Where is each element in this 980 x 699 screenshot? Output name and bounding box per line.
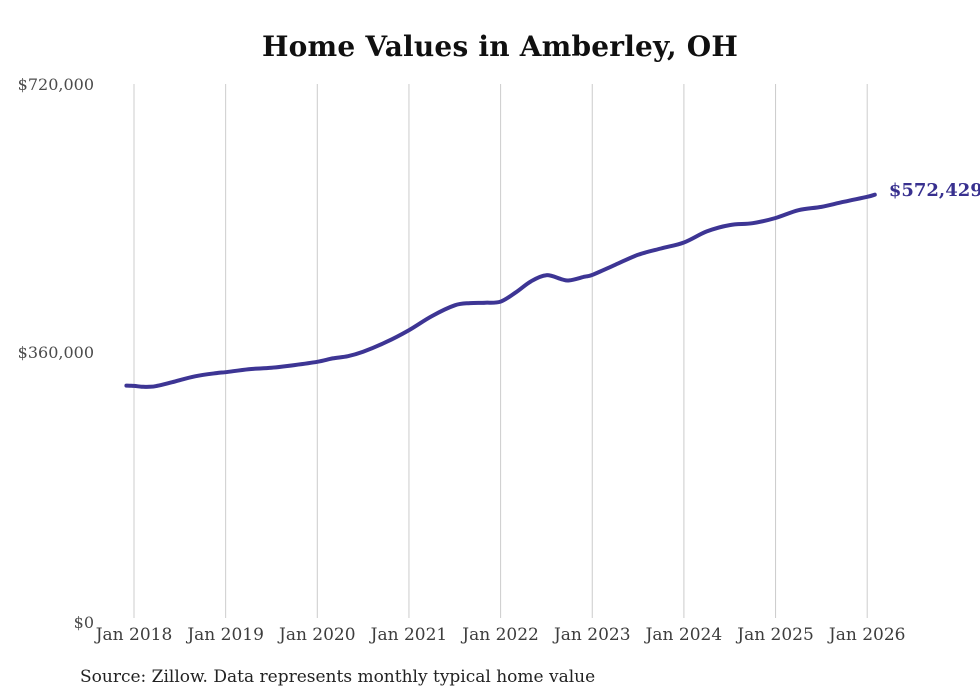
- home-value-line: [124, 192, 877, 389]
- gridline-group: [133, 84, 868, 618]
- source-note: Source: Zillow. Data represents monthly …: [80, 667, 596, 687]
- y-tick-label: $0: [73, 613, 94, 632]
- x-tick-label: Jan 2026: [828, 625, 906, 645]
- y-tick-label: $720,000: [17, 75, 94, 94]
- x-tick-label: Jan 2024: [645, 625, 723, 645]
- x-tick-label: Jan 2023: [553, 625, 631, 645]
- x-tick-label: Jan 2018: [95, 625, 173, 645]
- x-tick-label: Jan 2022: [462, 625, 539, 645]
- x-tick-label: Jan 2020: [279, 625, 356, 645]
- x-tick-label: Jan 2025: [737, 625, 814, 645]
- y-tick-label: $360,000: [17, 342, 94, 362]
- final-value-label: $572,429: [888, 179, 980, 201]
- chart-title: Home Values in Amberley, OH: [262, 30, 738, 63]
- x-tick-label: Jan 2019: [187, 625, 264, 645]
- x-tick-label: Jan 2021: [370, 625, 448, 645]
